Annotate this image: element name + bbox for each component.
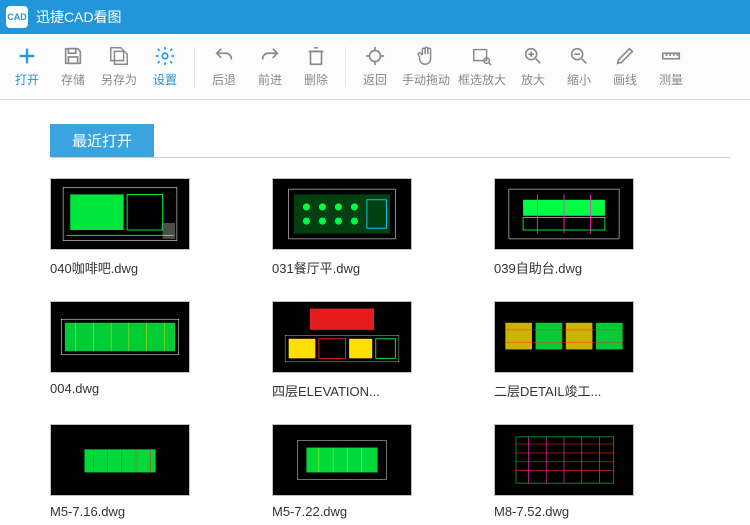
zoom-window-label: 框选放大: [458, 71, 506, 88]
file-thumbnail: [272, 424, 412, 496]
save-button[interactable]: 存储: [50, 37, 96, 97]
measure-label: 测量: [659, 71, 683, 88]
file-name-label: 039自助台.dwg: [494, 258, 644, 277]
app-title: 迅捷CAD看图: [36, 7, 122, 27]
zoom-out-label: 缩小: [567, 71, 591, 88]
draw-line-button[interactable]: 画线: [602, 37, 648, 97]
file-name-label: M8-7.52.dwg: [494, 504, 644, 519]
plus-icon: [16, 45, 38, 67]
zoom-in-label: 放大: [521, 71, 545, 88]
target-icon: [364, 45, 386, 67]
forward-button[interactable]: 前进: [247, 37, 293, 97]
app-logo: CAD: [6, 6, 28, 28]
recent-files-header: 最近打开: [50, 124, 154, 157]
zoom-window-button[interactable]: 框选放大: [454, 37, 510, 97]
forward-label: 前进: [258, 71, 282, 88]
saveas-button[interactable]: 另存为: [96, 37, 142, 97]
file-thumbnail: [50, 178, 190, 250]
pan-button[interactable]: 手动拖动: [398, 37, 454, 97]
undo-icon: [213, 45, 235, 67]
file-item[interactable]: 039自助台.dwg: [494, 178, 664, 277]
file-item[interactable]: 二层DETAIL竣工...: [494, 301, 664, 400]
file-name-label: M5-7.16.dwg: [50, 504, 200, 519]
delete-label: 删除: [304, 71, 328, 88]
redo-icon: [259, 45, 281, 67]
toolbar-separator: [345, 47, 346, 87]
file-item[interactable]: 四层ELEVATION...: [272, 301, 442, 400]
toolbar-separator: [194, 47, 195, 87]
trash-icon: [305, 45, 327, 67]
zoom-in-icon: [522, 45, 544, 67]
hand-icon: [415, 45, 437, 67]
zoom-window-icon: [471, 45, 493, 67]
settings-label: 设置: [153, 71, 177, 88]
file-item[interactable]: 031餐厅平.dwg: [272, 178, 442, 277]
file-name-label: 四层ELEVATION...: [272, 381, 422, 400]
measure-button[interactable]: 测量: [648, 37, 694, 97]
delete-button[interactable]: 删除: [293, 37, 339, 97]
content-area: 最近打开 040咖啡吧.dwg 031餐厅平.dwg 039自助台.dwg 004.d…: [0, 100, 750, 525]
main-toolbar: 打开 存储 另存为 设置 后退 前进 删除: [0, 34, 750, 100]
zoom-in-button[interactable]: 放大: [510, 37, 556, 97]
file-name-label: 031餐厅平.dwg: [272, 258, 422, 277]
open-button[interactable]: 打开: [4, 37, 50, 97]
zoom-out-icon: [568, 45, 590, 67]
settings-button[interactable]: 设置: [142, 37, 188, 97]
file-thumbnail: [50, 301, 190, 373]
file-thumbnail: [272, 178, 412, 250]
pan-label: 手动拖动: [402, 71, 450, 88]
file-item[interactable]: M8-7.52.dwg: [494, 424, 664, 519]
file-thumbnail: [494, 424, 634, 496]
saveas-icon: [108, 45, 130, 67]
file-item[interactable]: 004.dwg: [50, 301, 220, 400]
file-item[interactable]: M5-7.16.dwg: [50, 424, 220, 519]
saveas-label: 另存为: [101, 71, 137, 88]
pencil-icon: [614, 45, 636, 67]
back-button[interactable]: 后退: [201, 37, 247, 97]
title-bar: CAD 迅捷CAD看图: [0, 0, 750, 34]
zoom-out-button[interactable]: 缩小: [556, 37, 602, 97]
back-label: 后退: [212, 71, 236, 88]
save-icon: [62, 45, 84, 67]
draw-line-label: 画线: [613, 71, 637, 88]
file-name-label: 二层DETAIL竣工...: [494, 381, 644, 400]
file-item[interactable]: M5-7.22.dwg: [272, 424, 442, 519]
open-label: 打开: [15, 71, 39, 88]
return-button[interactable]: 返回: [352, 37, 398, 97]
file-name-label: 004.dwg: [50, 381, 200, 396]
file-thumbnail: [272, 301, 412, 373]
save-label: 存储: [61, 71, 85, 88]
return-label: 返回: [363, 71, 387, 88]
file-thumbnail: [50, 424, 190, 496]
gear-icon: [154, 45, 176, 67]
file-thumbnail: [494, 178, 634, 250]
file-thumbnail: [494, 301, 634, 373]
recent-files-grid: 040咖啡吧.dwg 031餐厅平.dwg 039自助台.dwg 004.dwg 四层E…: [50, 178, 750, 519]
file-item[interactable]: 040咖啡吧.dwg: [50, 178, 220, 277]
file-name-label: 040咖啡吧.dwg: [50, 258, 200, 277]
ruler-icon: [660, 45, 682, 67]
file-name-label: M5-7.22.dwg: [272, 504, 422, 519]
section-divider: [50, 157, 730, 158]
